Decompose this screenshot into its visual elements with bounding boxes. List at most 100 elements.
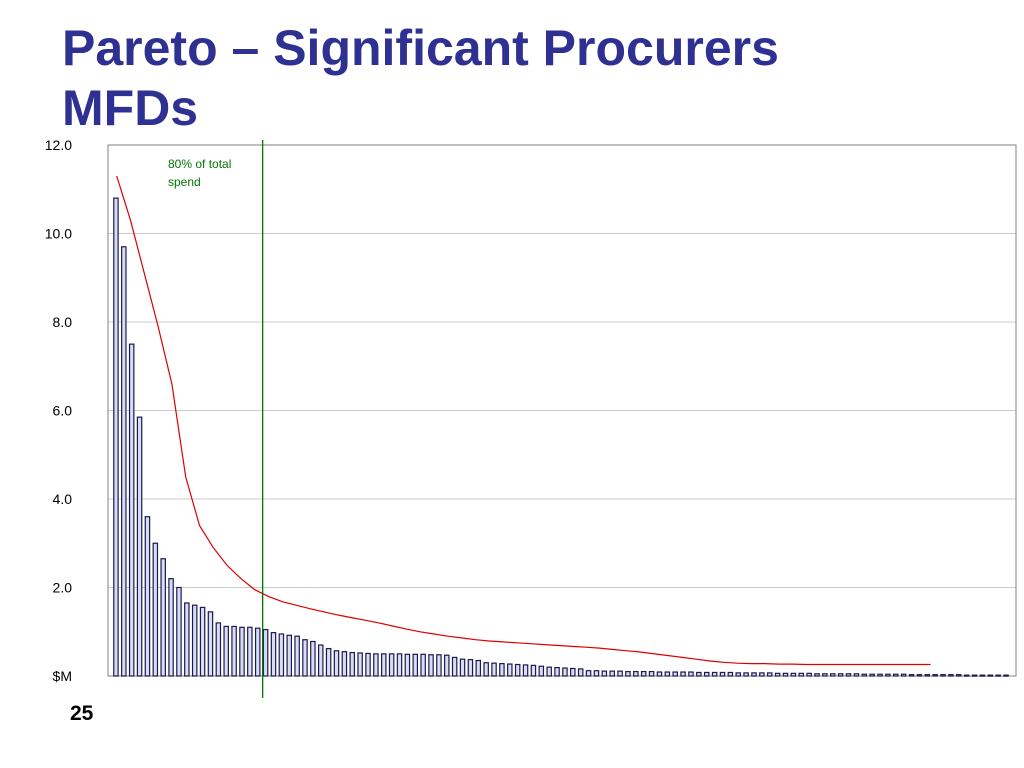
- bar: [633, 670, 639, 677]
- bar: [349, 651, 356, 677]
- bar: [491, 662, 497, 677]
- bar: [239, 626, 245, 677]
- bar: [577, 668, 584, 677]
- y-tick-label: 12.0: [45, 137, 72, 153]
- bar: [743, 672, 749, 677]
- bar: [333, 650, 340, 677]
- bar: [546, 666, 552, 677]
- bar: [365, 652, 371, 677]
- bar: [113, 197, 119, 677]
- bar: [703, 671, 710, 677]
- bar: [168, 578, 174, 677]
- bar: [373, 653, 379, 677]
- bar: [806, 672, 812, 677]
- bar: [507, 663, 513, 677]
- bar: [570, 667, 576, 677]
- bar: [688, 671, 694, 677]
- bar: [759, 672, 765, 677]
- y-tick-label: $M: [53, 668, 72, 684]
- bar: [640, 670, 647, 677]
- bar: [790, 672, 797, 677]
- slide-title: Pareto – Significant Procurers MFDs: [62, 18, 1002, 138]
- bar: [751, 672, 757, 677]
- bar: [412, 653, 419, 677]
- bar: [160, 558, 166, 677]
- bar: [617, 670, 623, 677]
- bar: [853, 673, 860, 677]
- bar: [128, 343, 135, 677]
- bar: [176, 586, 182, 677]
- bar: [247, 626, 253, 677]
- bar: [444, 654, 450, 677]
- bar: [538, 665, 545, 677]
- bar: [932, 674, 938, 677]
- bar: [341, 651, 348, 677]
- bar: [987, 674, 994, 677]
- bar: [294, 635, 300, 677]
- page-number: 25: [70, 702, 94, 725]
- bar: [467, 659, 474, 677]
- bar: [845, 673, 852, 677]
- bar: [522, 664, 529, 677]
- bar: [672, 671, 678, 677]
- bar: [357, 652, 363, 677]
- bar: [499, 663, 505, 677]
- y-tick-label: 2.0: [53, 580, 73, 596]
- bar: [475, 659, 482, 677]
- bar: [814, 673, 820, 677]
- bar: [948, 674, 954, 677]
- bar: [956, 674, 962, 677]
- bar: [207, 611, 214, 677]
- bar: [735, 672, 742, 677]
- bar: [940, 674, 946, 677]
- bar: [719, 671, 726, 677]
- y-tick-label: 10.0: [45, 226, 72, 242]
- cumulative-curve: [116, 175, 931, 666]
- bar: [278, 633, 285, 677]
- bar: [885, 673, 891, 677]
- bar: [680, 671, 686, 677]
- bar: [428, 654, 434, 677]
- bar: [664, 671, 671, 677]
- bar: [231, 625, 237, 677]
- bar: [861, 673, 868, 677]
- bar: [144, 516, 151, 677]
- bar: [215, 622, 222, 677]
- bar: [514, 663, 521, 677]
- bar: [601, 670, 608, 677]
- bar: [782, 672, 789, 677]
- bar: [562, 667, 568, 677]
- bar: [302, 639, 308, 677]
- title-line-1: Pareto – Significant Procurers: [62, 20, 779, 76]
- bar: [396, 653, 403, 677]
- bar: [829, 673, 836, 677]
- bar: [995, 674, 1001, 677]
- bar: [388, 653, 395, 677]
- bar: [121, 246, 127, 677]
- bar: [459, 658, 466, 677]
- bar: [766, 672, 773, 677]
- bar: [483, 662, 489, 677]
- bar: [270, 632, 277, 677]
- bar: [286, 634, 293, 677]
- bar: [593, 670, 600, 677]
- bar: [696, 671, 702, 677]
- bar: [963, 674, 970, 677]
- bar: [184, 602, 190, 677]
- bar: [877, 673, 883, 677]
- bar: [554, 666, 560, 677]
- bar: [869, 673, 875, 677]
- bar: [924, 674, 931, 677]
- bar: [317, 644, 324, 677]
- bar: [420, 653, 426, 677]
- bar: [916, 674, 923, 677]
- bar: [798, 672, 805, 677]
- bar: [404, 653, 411, 677]
- bar: [971, 674, 978, 677]
- y-axis-tick-labels: $M 2.0 4.0 6.0 8.0 10.0 12.0: [45, 137, 72, 684]
- bar: [711, 671, 718, 677]
- bar: [223, 625, 229, 677]
- annotation-line-2: spend: [168, 175, 201, 189]
- y-tick-label: 8.0: [53, 314, 73, 330]
- bar: [900, 673, 907, 677]
